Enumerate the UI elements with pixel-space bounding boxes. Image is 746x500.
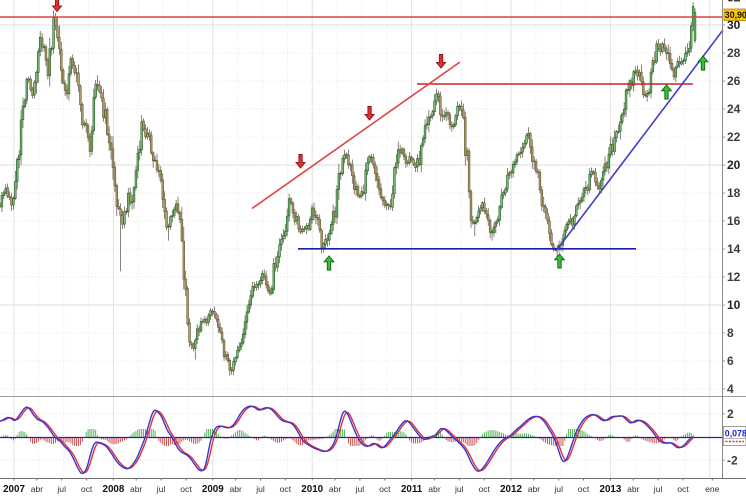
svg-text:4: 4 <box>727 382 734 396</box>
svg-text:oct: oct <box>677 484 689 494</box>
svg-text:oct: oct <box>478 484 490 494</box>
svg-text:jul: jul <box>355 484 365 494</box>
svg-text:18: 18 <box>727 186 741 200</box>
svg-text:2013: 2013 <box>600 484 622 495</box>
svg-text:jul: jul <box>454 484 464 494</box>
svg-text:24: 24 <box>727 102 741 116</box>
svg-text:12: 12 <box>727 270 741 284</box>
svg-text:jul: jul <box>553 484 563 494</box>
svg-text:abr: abr <box>229 484 242 494</box>
svg-text:2009: 2009 <box>202 484 224 495</box>
svg-text:oct: oct <box>280 484 292 494</box>
svg-text:2008: 2008 <box>103 484 125 495</box>
svg-text:30: 30 <box>727 18 741 32</box>
svg-text:ene: ene <box>705 484 720 494</box>
svg-text:abr: abr <box>428 484 441 494</box>
svg-text:2010: 2010 <box>301 484 323 495</box>
svg-text:32: 32 <box>727 0 741 4</box>
svg-text:0,078: 0,078 <box>725 428 746 438</box>
svg-text:-2: -2 <box>727 454 738 468</box>
svg-text:oct: oct <box>180 484 192 494</box>
svg-text:2007: 2007 <box>3 484 25 495</box>
svg-text:abr: abr <box>627 484 640 494</box>
svg-text:jul: jul <box>255 484 265 494</box>
svg-text:2012: 2012 <box>500 484 522 495</box>
svg-text:20: 20 <box>727 158 741 172</box>
svg-text:oct: oct <box>578 484 590 494</box>
svg-text:6: 6 <box>727 354 734 368</box>
svg-text:26: 26 <box>727 74 741 88</box>
svg-text:14: 14 <box>727 242 741 256</box>
svg-text:oct: oct <box>81 484 93 494</box>
svg-text:abr: abr <box>329 484 342 494</box>
svg-text:22: 22 <box>727 130 741 144</box>
svg-text:2: 2 <box>727 407 734 421</box>
svg-text:28: 28 <box>727 46 741 60</box>
svg-text:jul: jul <box>653 484 663 494</box>
svg-text:jul: jul <box>156 484 166 494</box>
svg-text:8: 8 <box>727 326 734 340</box>
svg-text:30,90: 30,90 <box>725 10 746 20</box>
svg-text:jul: jul <box>56 484 66 494</box>
svg-text:10: 10 <box>727 298 741 312</box>
svg-text:16: 16 <box>727 214 741 228</box>
svg-text:abr: abr <box>31 484 44 494</box>
svg-text:abr: abr <box>528 484 541 494</box>
svg-text:oct: oct <box>379 484 391 494</box>
svg-text:32: 32 <box>727 0 741 5</box>
svg-text:abr: abr <box>130 484 143 494</box>
svg-text:2011: 2011 <box>401 484 423 495</box>
